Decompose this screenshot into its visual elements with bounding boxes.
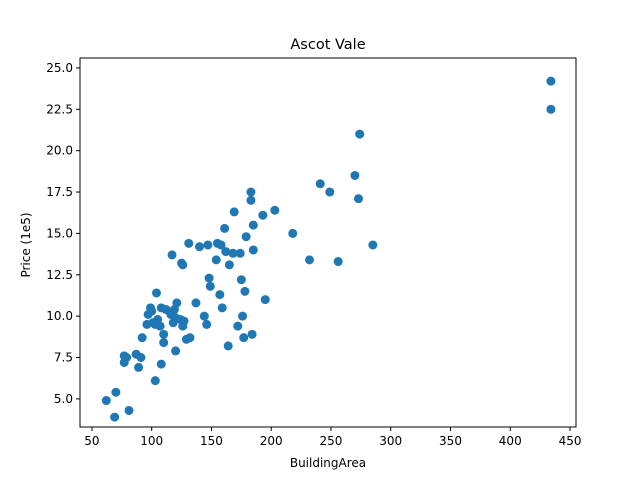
data-point bbox=[150, 376, 160, 386]
data-point bbox=[241, 232, 251, 242]
data-point bbox=[240, 286, 250, 296]
data-point bbox=[101, 396, 111, 406]
data-point bbox=[221, 247, 231, 257]
data-point bbox=[247, 329, 257, 339]
data-point bbox=[110, 412, 120, 422]
x-tick-label: 300 bbox=[379, 434, 402, 448]
data-point bbox=[325, 187, 335, 197]
y-tick-label: 12.5 bbox=[46, 268, 73, 282]
data-point bbox=[202, 319, 212, 329]
data-point bbox=[124, 405, 134, 415]
data-point bbox=[368, 240, 378, 250]
data-point bbox=[179, 316, 189, 326]
data-point bbox=[111, 387, 121, 397]
x-axis-label: BuildingArea bbox=[290, 456, 366, 470]
data-point bbox=[205, 281, 215, 291]
y-tick-label: 5.0 bbox=[54, 392, 73, 406]
data-point bbox=[236, 275, 246, 285]
data-point bbox=[137, 333, 147, 343]
data-point bbox=[238, 311, 248, 321]
data-point bbox=[260, 295, 270, 305]
data-point bbox=[155, 321, 165, 331]
x-tick-label: 100 bbox=[140, 434, 163, 448]
x-tick-label: 150 bbox=[200, 434, 223, 448]
chart-title: Ascot Vale bbox=[290, 37, 365, 53]
plot-frame bbox=[79, 57, 577, 428]
data-point bbox=[134, 362, 144, 372]
data-point bbox=[258, 210, 268, 220]
y-axis-label: Price (1e5) bbox=[19, 212, 33, 277]
data-point bbox=[546, 76, 556, 86]
data-point bbox=[147, 306, 157, 316]
data-point bbox=[171, 346, 181, 356]
data-point bbox=[136, 353, 146, 363]
x-tick-label: 250 bbox=[320, 434, 343, 448]
data-point bbox=[546, 104, 556, 114]
data-point bbox=[172, 298, 182, 308]
x-tick-label: 200 bbox=[260, 434, 283, 448]
data-point bbox=[248, 245, 258, 255]
x-tick-label: 50 bbox=[84, 434, 99, 448]
data-point bbox=[350, 170, 360, 180]
data-point bbox=[191, 298, 201, 308]
data-point bbox=[203, 240, 213, 250]
data-point bbox=[185, 333, 195, 343]
data-point bbox=[315, 179, 325, 189]
data-point bbox=[204, 273, 214, 283]
data-point bbox=[215, 290, 225, 300]
data-point bbox=[211, 255, 221, 265]
data-point bbox=[246, 195, 256, 205]
x-tick-label: 350 bbox=[439, 434, 462, 448]
data-point bbox=[184, 238, 194, 248]
data-point bbox=[304, 255, 314, 265]
data-point bbox=[178, 260, 188, 270]
points-layer bbox=[101, 76, 556, 422]
y-tick-label: 22.5 bbox=[46, 102, 73, 116]
data-point bbox=[151, 288, 161, 298]
data-point bbox=[195, 242, 205, 252]
data-point bbox=[355, 129, 365, 139]
data-point bbox=[233, 321, 243, 331]
y-tick-label: 7.5 bbox=[54, 351, 73, 365]
y-tick-label: 25.0 bbox=[46, 61, 73, 75]
data-point bbox=[228, 248, 238, 258]
data-point bbox=[159, 338, 169, 348]
data-point bbox=[248, 220, 258, 230]
data-point bbox=[216, 240, 226, 250]
axes-layer: 50 100 150 200 250 300 350 400 450 5.0 7.5 10.0 12.5… bbox=[46, 57, 582, 448]
x-tick-label: 400 bbox=[499, 434, 522, 448]
data-point bbox=[229, 207, 239, 217]
data-point bbox=[235, 248, 245, 258]
y-tick-label: 15.0 bbox=[46, 226, 73, 240]
data-point bbox=[167, 250, 177, 260]
x-tick-label: 450 bbox=[559, 434, 582, 448]
data-point bbox=[239, 333, 249, 343]
data-point bbox=[199, 311, 209, 321]
y-tick-label: 17.5 bbox=[46, 185, 73, 199]
data-point bbox=[217, 303, 227, 313]
data-point bbox=[353, 194, 363, 204]
data-point bbox=[224, 260, 234, 270]
data-point bbox=[333, 257, 343, 267]
data-point bbox=[288, 228, 298, 238]
data-point bbox=[156, 359, 166, 369]
data-point bbox=[122, 353, 132, 363]
data-point bbox=[270, 205, 280, 215]
y-tick-label: 10.0 bbox=[46, 309, 73, 323]
data-point bbox=[246, 187, 256, 197]
data-point bbox=[220, 223, 230, 233]
data-point bbox=[159, 329, 169, 339]
y-tick-label: 20.0 bbox=[46, 144, 73, 158]
data-point bbox=[223, 341, 233, 351]
